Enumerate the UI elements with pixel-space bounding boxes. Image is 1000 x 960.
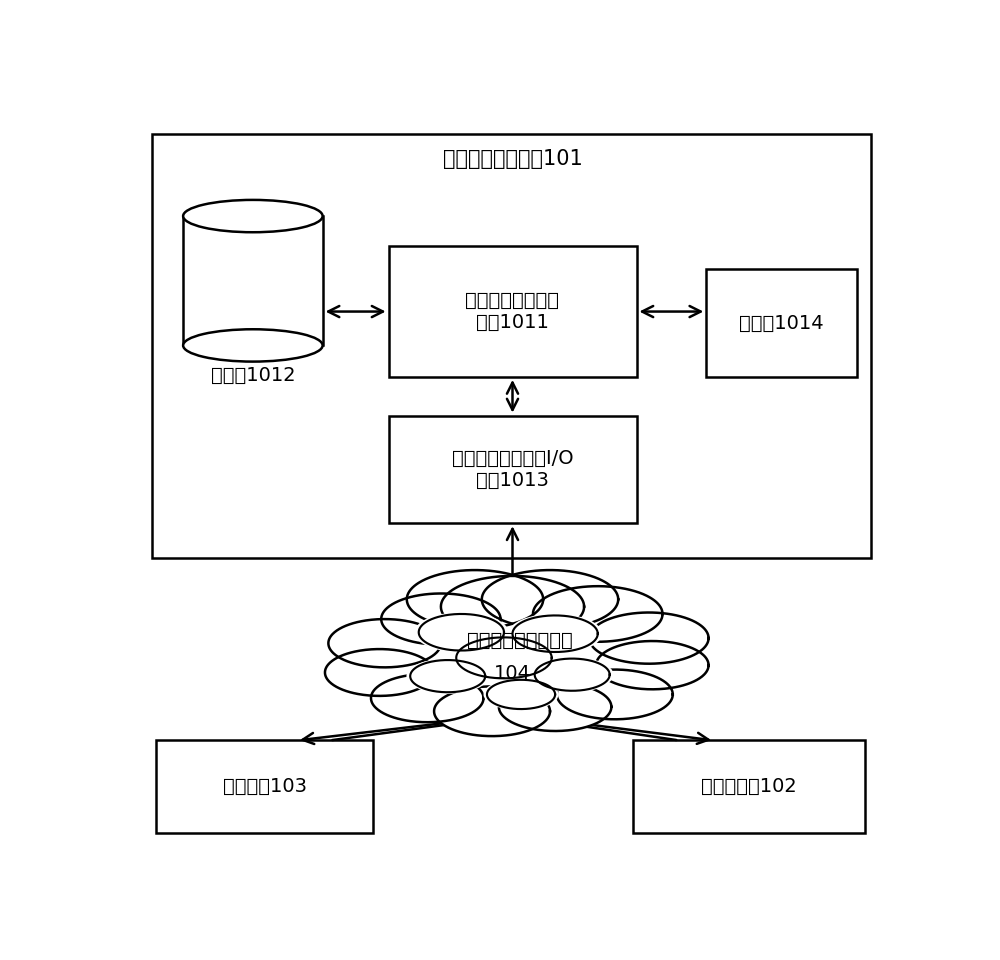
Text: 存储器1012: 存储器1012 — [211, 366, 295, 385]
Ellipse shape — [371, 674, 484, 722]
Ellipse shape — [484, 679, 559, 710]
Ellipse shape — [406, 659, 489, 694]
Text: 处理器（一个或多
个）1011: 处理器（一个或多 个）1011 — [466, 291, 560, 332]
Ellipse shape — [414, 612, 508, 653]
Bar — [388, 246, 637, 377]
Ellipse shape — [589, 612, 709, 663]
Ellipse shape — [434, 686, 550, 736]
Ellipse shape — [328, 619, 441, 667]
Text: 104: 104 — [494, 664, 531, 683]
Bar — [152, 134, 871, 558]
Ellipse shape — [533, 587, 663, 642]
Ellipse shape — [531, 657, 613, 692]
Text: 与其他设备交互的I/O
接口1013: 与其他设备交互的I/O 接口1013 — [452, 449, 573, 490]
Bar — [706, 269, 857, 377]
Ellipse shape — [183, 200, 323, 232]
Bar — [388, 416, 637, 523]
Text: 页面服务器102: 页面服务器102 — [701, 778, 797, 796]
Ellipse shape — [183, 329, 323, 362]
Ellipse shape — [557, 669, 673, 719]
Ellipse shape — [325, 649, 434, 696]
Bar — [633, 740, 865, 833]
Text: 终端设备103: 终端设备103 — [222, 778, 306, 796]
Bar — [156, 740, 373, 833]
Ellipse shape — [407, 570, 543, 629]
Text: 页面类型识别设备101: 页面类型识别设备101 — [443, 149, 582, 169]
Ellipse shape — [499, 683, 611, 731]
Ellipse shape — [508, 613, 602, 654]
Ellipse shape — [441, 576, 584, 637]
Ellipse shape — [482, 570, 618, 629]
Ellipse shape — [596, 641, 709, 689]
Text: 网络（一个或多个）: 网络（一个或多个） — [467, 631, 573, 650]
Ellipse shape — [381, 593, 501, 645]
Text: 数据库1014: 数据库1014 — [740, 314, 824, 332]
Bar — [183, 216, 323, 346]
Ellipse shape — [451, 636, 556, 681]
